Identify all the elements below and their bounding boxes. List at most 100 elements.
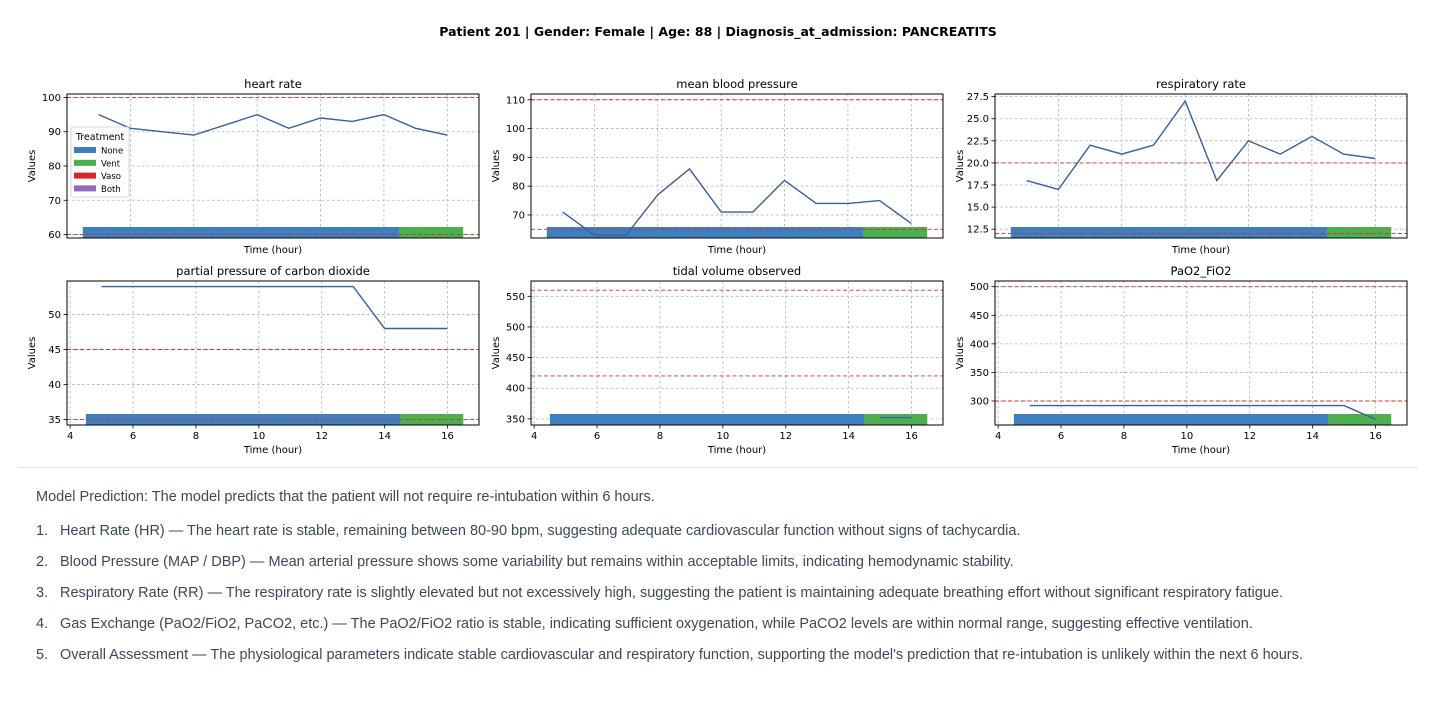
item-text: Gas Exchange (PaO2/FiO2, PaCO2, etc.) — … [60,616,1253,632]
y-tick-label: 12.5 [967,225,989,236]
x-tick-label: 10 [1180,431,1193,442]
assessment-item: 4. Gas Exchange (PaO2/FiO2, PaCO2, etc.) … [36,613,1416,635]
chart-panel-4: 350 400 450 500 550 4 6 8 10 12 14 16 tidal volume o… [491,264,944,456]
chart-title: heart rate [244,77,302,91]
legend-title: Treatment [75,132,125,143]
item-text: Respiratory Rate (RR) — The respiratory … [60,585,1283,601]
y-tick-label: 80 [512,182,525,193]
item-text: Blood Pressure (MAP / DBP) — Mean arteri… [60,554,1014,570]
legend-swatch-both [74,185,96,192]
item-number: 2. [36,554,49,570]
legend-label-both: Both [101,185,121,195]
legend-box [70,126,130,198]
x-tick-label: 8 [657,431,663,442]
y-tick-label: 35 [48,415,61,426]
y-axis-label: Values [955,150,966,183]
x-tick-label: 4 [67,431,73,442]
treatment-segment-vent [864,414,928,425]
treatment-segment-vent [1328,414,1392,425]
x-axis-label: Time (hour) [1171,245,1230,256]
chart-panel-3: 35 40 45 50 4 6 8 10 12 14 16 partial pressure of c… [27,264,480,456]
y-tick-label: 25.0 [967,114,989,125]
x-tick-label: 8 [193,431,199,442]
treatment-segment-vent [399,227,464,238]
y-tick-label: 450 [970,311,989,322]
series-line [98,113,448,136]
chart-panel-1: 70 80 90 100 110 mean blood pressure Time (hou… [491,77,944,256]
x-tick-label: 6 [1058,431,1064,442]
chart-title: partial pressure of carbon dioxide [176,264,370,278]
legend-swatch-none [74,147,96,153]
y-tick-label: 20.0 [967,158,989,169]
y-axis-label: Values [27,150,38,183]
y-tick-label: 450 [506,353,525,364]
series-line [1026,99,1376,191]
y-tick-label: 27.5 [967,92,989,103]
treatment-segment-none [549,414,865,425]
section-divider [18,467,1418,468]
x-tick-label: 14 [842,431,855,442]
x-axis-label: Time (hour) [1171,445,1230,456]
plot-frame [530,280,944,426]
chart-title: PaO2_FiO2 [1171,264,1232,278]
x-tick-label: 6 [594,431,600,442]
y-axis-label: Values [491,337,502,370]
x-axis-label: Time (hour) [243,445,302,456]
y-tick-label: 100 [506,124,525,135]
x-tick-label: 10 [716,431,729,442]
treatment-segment-none [1013,414,1329,425]
treatment-segment-none [1010,227,1328,238]
y-tick-label: 15.0 [967,203,989,214]
y-tick-label: 80 [48,162,61,173]
x-tick-label: 12 [315,431,328,442]
plot-frame [530,93,944,239]
y-tick-label: 100 [42,93,61,104]
explanation-report: Model Prediction: The model predicts tha… [36,486,1416,675]
vitals-figure: Patient 201 | Gender: Female | Age: 88 |… [27,24,1408,456]
legend-label-none: None [101,147,123,157]
legend-label-vaso: Vaso [101,172,121,182]
x-tick-label: 8 [1121,431,1127,442]
treatment-legend: Treatment None Vent Vaso Both [70,126,130,198]
item-number: 3. [36,585,49,601]
x-tick-label: 10 [252,431,265,442]
legend-label-vent: Vent [101,159,121,169]
y-tick-label: 500 [506,322,525,333]
item-number: 4. [36,616,49,632]
y-axis-label: Values [27,337,38,370]
series-line [101,285,448,330]
treatment-segment-none [82,227,400,238]
item-number: 5. [36,647,49,663]
y-tick-label: 550 [506,292,525,303]
assessment-list: 1. Heart Rate (HR) — The heart rate is st… [36,520,1416,666]
plot-frame [994,280,1408,426]
legend-swatch-vaso [74,172,96,179]
x-tick-label: 14 [1306,431,1319,442]
y-tick-label: 110 [506,95,525,106]
treatment-segment-vent [1327,227,1392,238]
assessment-item: 1. Heart Rate (HR) — The heart rate is st… [36,520,1416,542]
chart-title: respiratory rate [1156,77,1246,91]
y-tick-label: 45 [48,345,61,356]
item-text: Overall Assessment — The physiological p… [60,647,1303,663]
plot-frame [66,280,480,426]
assessment-item: 3. Respiratory Rate (RR) — The respirator… [36,582,1416,604]
x-axis-label: Time (hour) [707,245,766,256]
y-tick-label: 350 [506,414,525,425]
chart-title: mean blood pressure [676,77,797,91]
figure-title: Patient 201 | Gender: Female | Age: 88 |… [439,24,996,40]
x-axis-label: Time (hour) [707,445,766,456]
y-axis-label: Values [955,337,966,370]
y-tick-label: 40 [48,380,61,391]
y-tick-label: 70 [48,196,61,207]
x-axis-label: Time (hour) [243,245,302,256]
treatment-segment-vent [863,227,928,238]
y-tick-label: 17.5 [967,180,989,191]
model-prediction: Model Prediction: The model predicts tha… [36,489,655,505]
x-tick-label: 4 [995,431,1001,442]
chart-panels: 60 70 80 90 100 heart rate Time (hour) Values Tr… [27,77,1408,456]
chart-panel-5: 300 350 400 450 500 4 6 8 10 12 14 16 PaO2_FiO2 Time … [955,264,1408,456]
x-tick-label: 6 [130,431,136,442]
item-text: Heart Rate (HR) — The heart rate is stab… [60,523,1021,539]
plot-frame [66,93,480,239]
